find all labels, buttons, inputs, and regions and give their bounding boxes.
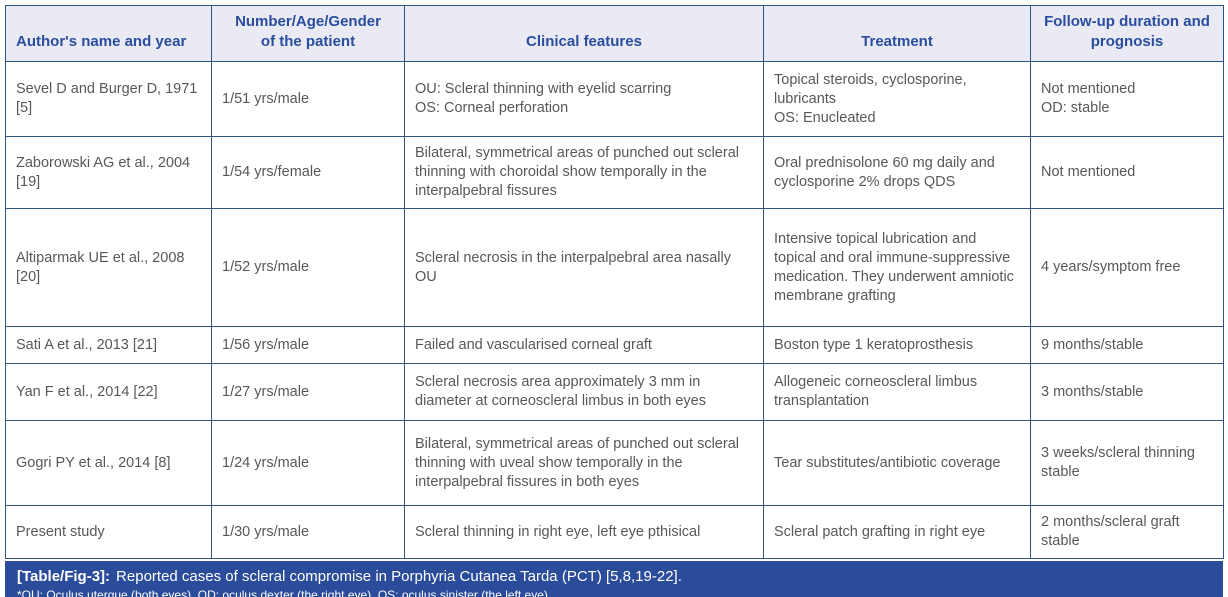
cell-treatment: Allogeneic corneoscleral limbus transpla… — [763, 363, 1031, 421]
caption-footnote: *OU: Oculus uterque (both eyes), OD: ocu… — [17, 588, 548, 597]
cell-followup: 3 months/stable — [1030, 363, 1224, 421]
cell-author: Present study — [5, 505, 212, 559]
cell-patient: 1/30 yrs/male — [211, 505, 405, 559]
cell-author: Altiparmak UE et al., 2008 [20] — [5, 208, 212, 327]
table-caption-bar: [Table/Fig-3]: Reported cases of scleral … — [5, 561, 1223, 597]
cell-patient: 1/24 yrs/male — [211, 420, 405, 506]
cell-treatment: Oral prednisolone 60 mg daily and cyclos… — [763, 136, 1031, 209]
cell-author: Zaborowski AG et al., 2004 [19] — [5, 136, 212, 209]
scleral-cases-table: Author's name and year Number/Age/Gender… — [5, 5, 1224, 559]
cell-followup: Not mentioned — [1030, 136, 1224, 209]
cell-clinical: OU: Scleral thinning with eyelid scarrin… — [404, 61, 764, 137]
cell-followup: 2 months/scleral graft stable — [1030, 505, 1224, 559]
table-row-gogri: Gogri PY et al., 2014 [8] 1/24 yrs/male … — [5, 420, 1224, 506]
cell-patient: 1/54 yrs/female — [211, 136, 405, 209]
cell-clinical: Scleral necrosis area approximately 3 mm… — [404, 363, 764, 421]
cell-treatment: Topical steroids, cyclosporine, lubrican… — [763, 61, 1031, 137]
table-row-present-study: Present study 1/30 yrs/male Scleral thin… — [5, 505, 1224, 559]
cell-author: Sati A et al., 2013 [21] — [5, 326, 212, 364]
cell-followup: 3 weeks/scleral thinning stable — [1030, 420, 1224, 506]
cell-clinical: Scleral necrosis in the interpalpebral a… — [404, 208, 764, 327]
caption-label: [Table/Fig-3]: — [17, 568, 111, 585]
cell-author: Yan F et al., 2014 [22] — [5, 363, 212, 421]
table-header-row: Author's name and year Number/Age/Gender… — [5, 5, 1224, 62]
cell-followup: Not mentioned OD: stable — [1030, 61, 1224, 137]
table-row-yan: Yan F et al., 2014 [22] 1/27 yrs/male Sc… — [5, 363, 1224, 421]
cell-followup: 4 years/symptom free — [1030, 208, 1224, 327]
col-header-patient: Number/Age/Gender of the patient — [211, 5, 405, 62]
cell-patient: 1/51 yrs/male — [211, 61, 405, 137]
col-header-treatment: Treatment — [763, 5, 1031, 62]
caption-line: [Table/Fig-3]: Reported cases of scleral … — [17, 566, 1211, 587]
col-header-author: Author's name and year — [5, 5, 212, 62]
cell-clinical: Scleral thinning in right eye, left eye … — [404, 505, 764, 559]
table-row-altiparmak: Altiparmak UE et al., 2008 [20] 1/52 yrs… — [5, 208, 1224, 327]
cell-treatment: Intensive topical lubrication and topica… — [763, 208, 1031, 327]
cell-author: Gogri PY et al., 2014 [8] — [5, 420, 212, 506]
cell-patient: 1/52 yrs/male — [211, 208, 405, 327]
cell-treatment: Tear substitutes/antibiotic coverage — [763, 420, 1031, 506]
cell-patient: 1/56 yrs/male — [211, 326, 405, 364]
table-row-zaborowski: Zaborowski AG et al., 2004 [19] 1/54 yrs… — [5, 136, 1224, 209]
cell-treatment: Boston type 1 keratoprosthesis — [763, 326, 1031, 364]
cell-patient: 1/27 yrs/male — [211, 363, 405, 421]
caption-text: Reported cases of scleral compromise in … — [116, 568, 682, 585]
cell-clinical: Bilateral, symmetrical areas of punched … — [404, 136, 764, 209]
cell-followup: 9 months/stable — [1030, 326, 1224, 364]
table-row-sevel: Sevel D and Burger D, 1971 [5] 1/51 yrs/… — [5, 61, 1224, 137]
cell-author: Sevel D and Burger D, 1971 [5] — [5, 61, 212, 137]
col-header-clinical-features: Clinical features — [404, 5, 764, 62]
table-row-sati: Sati A et al., 2013 [21] 1/56 yrs/male F… — [5, 326, 1224, 364]
cell-treatment: Scleral patch grafting in right eye — [763, 505, 1031, 559]
col-header-followup: Follow-up duration and prognosis — [1030, 5, 1224, 62]
cell-clinical: Failed and vascularised corneal graft — [404, 326, 764, 364]
cell-clinical: Bilateral, symmetrical areas of punched … — [404, 420, 764, 506]
